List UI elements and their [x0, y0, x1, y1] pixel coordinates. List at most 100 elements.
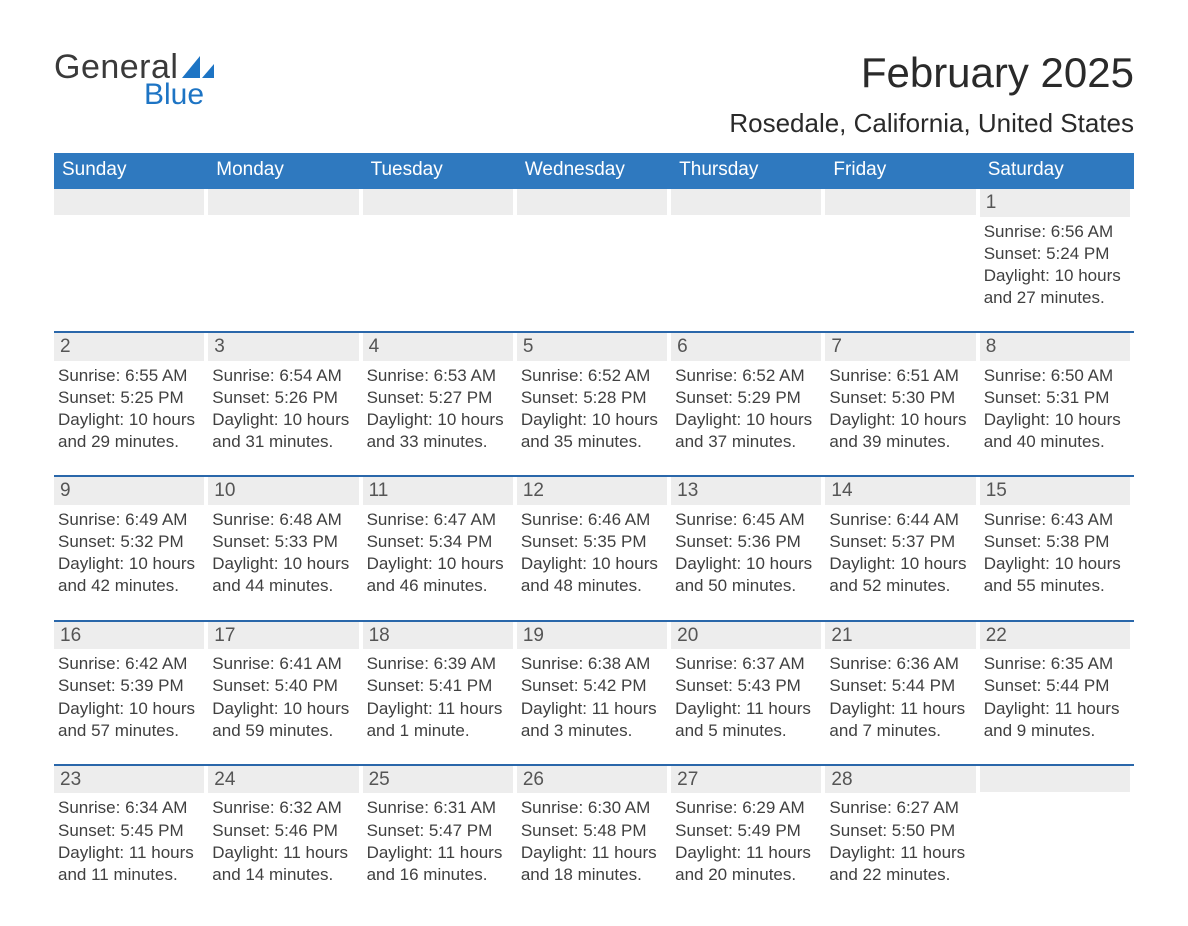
day-detail: Sunrise: 6:38 AMSunset: 5:42 PMDaylight:…	[517, 649, 667, 741]
calendar-cell: 28Sunrise: 6:27 AMSunset: 5:50 PMDayligh…	[825, 766, 979, 886]
calendar-cell: 13Sunrise: 6:45 AMSunset: 5:36 PMDayligh…	[671, 477, 825, 597]
sunrise-line: Sunrise: 6:51 AM	[829, 365, 973, 387]
sunset-line: Sunset: 5:46 PM	[212, 820, 356, 842]
day-detail: Sunrise: 6:37 AMSunset: 5:43 PMDaylight:…	[671, 649, 821, 741]
calendar-cell: 7Sunrise: 6:51 AMSunset: 5:30 PMDaylight…	[825, 333, 979, 453]
day-number: 6	[671, 333, 821, 361]
day-detail: Sunrise: 6:42 AMSunset: 5:39 PMDaylight:…	[54, 649, 204, 741]
week-row: 16Sunrise: 6:42 AMSunset: 5:39 PMDayligh…	[54, 620, 1134, 742]
daylight-line: Daylight: 11 hours and 3 minutes.	[521, 698, 665, 742]
sunset-line: Sunset: 5:37 PM	[829, 531, 973, 553]
sunset-line: Sunset: 5:49 PM	[675, 820, 819, 842]
day-detail: Sunrise: 6:36 AMSunset: 5:44 PMDaylight:…	[825, 649, 975, 741]
daylight-line: Daylight: 10 hours and 48 minutes.	[521, 553, 665, 597]
day-detail: Sunrise: 6:53 AMSunset: 5:27 PMDaylight:…	[363, 361, 513, 453]
day-detail: Sunrise: 6:52 AMSunset: 5:29 PMDaylight:…	[671, 361, 821, 453]
day-number: 22	[980, 622, 1130, 650]
calendar-cell: 6Sunrise: 6:52 AMSunset: 5:29 PMDaylight…	[671, 333, 825, 453]
daylight-line: Daylight: 10 hours and 57 minutes.	[58, 698, 202, 742]
day-number: 7	[825, 333, 975, 361]
calendar-cell: 11Sunrise: 6:47 AMSunset: 5:34 PMDayligh…	[363, 477, 517, 597]
daylight-line: Daylight: 10 hours and 29 minutes.	[58, 409, 202, 453]
week-row: 2Sunrise: 6:55 AMSunset: 5:25 PMDaylight…	[54, 331, 1134, 453]
sunrise-line: Sunrise: 6:47 AM	[367, 509, 511, 531]
daylight-line: Daylight: 11 hours and 9 minutes.	[984, 698, 1128, 742]
sunrise-line: Sunrise: 6:52 AM	[675, 365, 819, 387]
day-number: 12	[517, 477, 667, 505]
day-detail: Sunrise: 6:55 AMSunset: 5:25 PMDaylight:…	[54, 361, 204, 453]
sunrise-line: Sunrise: 6:32 AM	[212, 797, 356, 819]
sunset-line: Sunset: 5:27 PM	[367, 387, 511, 409]
daylight-line: Daylight: 11 hours and 16 minutes.	[367, 842, 511, 886]
day-number: 5	[517, 333, 667, 361]
calendar-cell: 2Sunrise: 6:55 AMSunset: 5:25 PMDaylight…	[54, 333, 208, 453]
day-number: 24	[208, 766, 358, 794]
calendar-cell: 9Sunrise: 6:49 AMSunset: 5:32 PMDaylight…	[54, 477, 208, 597]
day-number: 16	[54, 622, 204, 650]
sunset-line: Sunset: 5:47 PM	[367, 820, 511, 842]
calendar-cell: 22Sunrise: 6:35 AMSunset: 5:44 PMDayligh…	[980, 622, 1134, 742]
calendar-cell: 17Sunrise: 6:41 AMSunset: 5:40 PMDayligh…	[208, 622, 362, 742]
calendar-body: 1Sunrise: 6:56 AMSunset: 5:24 PMDaylight…	[54, 189, 1134, 886]
daylight-line: Daylight: 11 hours and 11 minutes.	[58, 842, 202, 886]
sunset-line: Sunset: 5:33 PM	[212, 531, 356, 553]
daylight-line: Daylight: 10 hours and 50 minutes.	[675, 553, 819, 597]
daylight-line: Daylight: 10 hours and 27 minutes.	[984, 265, 1128, 309]
day-detail: Sunrise: 6:35 AMSunset: 5:44 PMDaylight:…	[980, 649, 1130, 741]
sail-icon	[182, 56, 214, 78]
calendar-cell	[825, 189, 979, 309]
calendar-cell: 19Sunrise: 6:38 AMSunset: 5:42 PMDayligh…	[517, 622, 671, 742]
sunset-line: Sunset: 5:25 PM	[58, 387, 202, 409]
sunset-line: Sunset: 5:41 PM	[367, 675, 511, 697]
dow-tuesday: Tuesday	[363, 153, 517, 189]
sunset-line: Sunset: 5:26 PM	[212, 387, 356, 409]
day-detail: Sunrise: 6:54 AMSunset: 5:26 PMDaylight:…	[208, 361, 358, 453]
day-number: 21	[825, 622, 975, 650]
daylight-line: Daylight: 10 hours and 31 minutes.	[212, 409, 356, 453]
dow-wednesday: Wednesday	[517, 153, 671, 189]
calendar-cell: 27Sunrise: 6:29 AMSunset: 5:49 PMDayligh…	[671, 766, 825, 886]
sunset-line: Sunset: 5:34 PM	[367, 531, 511, 553]
day-detail: Sunrise: 6:52 AMSunset: 5:28 PMDaylight:…	[517, 361, 667, 453]
sunrise-line: Sunrise: 6:42 AM	[58, 653, 202, 675]
day-detail: Sunrise: 6:47 AMSunset: 5:34 PMDaylight:…	[363, 505, 513, 597]
day-detail: Sunrise: 6:31 AMSunset: 5:47 PMDaylight:…	[363, 793, 513, 885]
sunset-line: Sunset: 5:42 PM	[521, 675, 665, 697]
day-detail: Sunrise: 6:27 AMSunset: 5:50 PMDaylight:…	[825, 793, 975, 885]
daylight-line: Daylight: 11 hours and 14 minutes.	[212, 842, 356, 886]
calendar-cell: 15Sunrise: 6:43 AMSunset: 5:38 PMDayligh…	[980, 477, 1134, 597]
dow-sunday: Sunday	[54, 153, 208, 189]
calendar-cell: 5Sunrise: 6:52 AMSunset: 5:28 PMDaylight…	[517, 333, 671, 453]
sunrise-line: Sunrise: 6:39 AM	[367, 653, 511, 675]
sunset-line: Sunset: 5:31 PM	[984, 387, 1128, 409]
sunrise-line: Sunrise: 6:34 AM	[58, 797, 202, 819]
sunset-line: Sunset: 5:38 PM	[984, 531, 1128, 553]
sunset-line: Sunset: 5:32 PM	[58, 531, 202, 553]
day-number: 4	[363, 333, 513, 361]
day-detail: Sunrise: 6:29 AMSunset: 5:49 PMDaylight:…	[671, 793, 821, 885]
day-number: 17	[208, 622, 358, 650]
dow-saturday: Saturday	[980, 153, 1134, 189]
month-title: February 2025	[729, 50, 1134, 96]
day-detail: Sunrise: 6:30 AMSunset: 5:48 PMDaylight:…	[517, 793, 667, 885]
daynum-empty	[363, 189, 513, 215]
logo-word-blue: Blue	[144, 80, 214, 110]
week-row: 9Sunrise: 6:49 AMSunset: 5:32 PMDaylight…	[54, 475, 1134, 597]
calendar-sheet: General Blue February 2025 Rosedale, Cal…	[0, 0, 1188, 926]
day-number: 1	[980, 189, 1130, 217]
dow-thursday: Thursday	[671, 153, 825, 189]
sunset-line: Sunset: 5:48 PM	[521, 820, 665, 842]
calendar-cell: 16Sunrise: 6:42 AMSunset: 5:39 PMDayligh…	[54, 622, 208, 742]
daynum-empty	[980, 766, 1130, 792]
sunset-line: Sunset: 5:30 PM	[829, 387, 973, 409]
calendar-cell: 3Sunrise: 6:54 AMSunset: 5:26 PMDaylight…	[208, 333, 362, 453]
daynum-empty	[517, 189, 667, 215]
day-number: 26	[517, 766, 667, 794]
day-detail: Sunrise: 6:46 AMSunset: 5:35 PMDaylight:…	[517, 505, 667, 597]
day-detail: Sunrise: 6:56 AMSunset: 5:24 PMDaylight:…	[980, 217, 1130, 309]
week-row: 1Sunrise: 6:56 AMSunset: 5:24 PMDaylight…	[54, 189, 1134, 309]
sunrise-line: Sunrise: 6:29 AM	[675, 797, 819, 819]
daylight-line: Daylight: 11 hours and 7 minutes.	[829, 698, 973, 742]
sunrise-line: Sunrise: 6:30 AM	[521, 797, 665, 819]
sunrise-line: Sunrise: 6:27 AM	[829, 797, 973, 819]
